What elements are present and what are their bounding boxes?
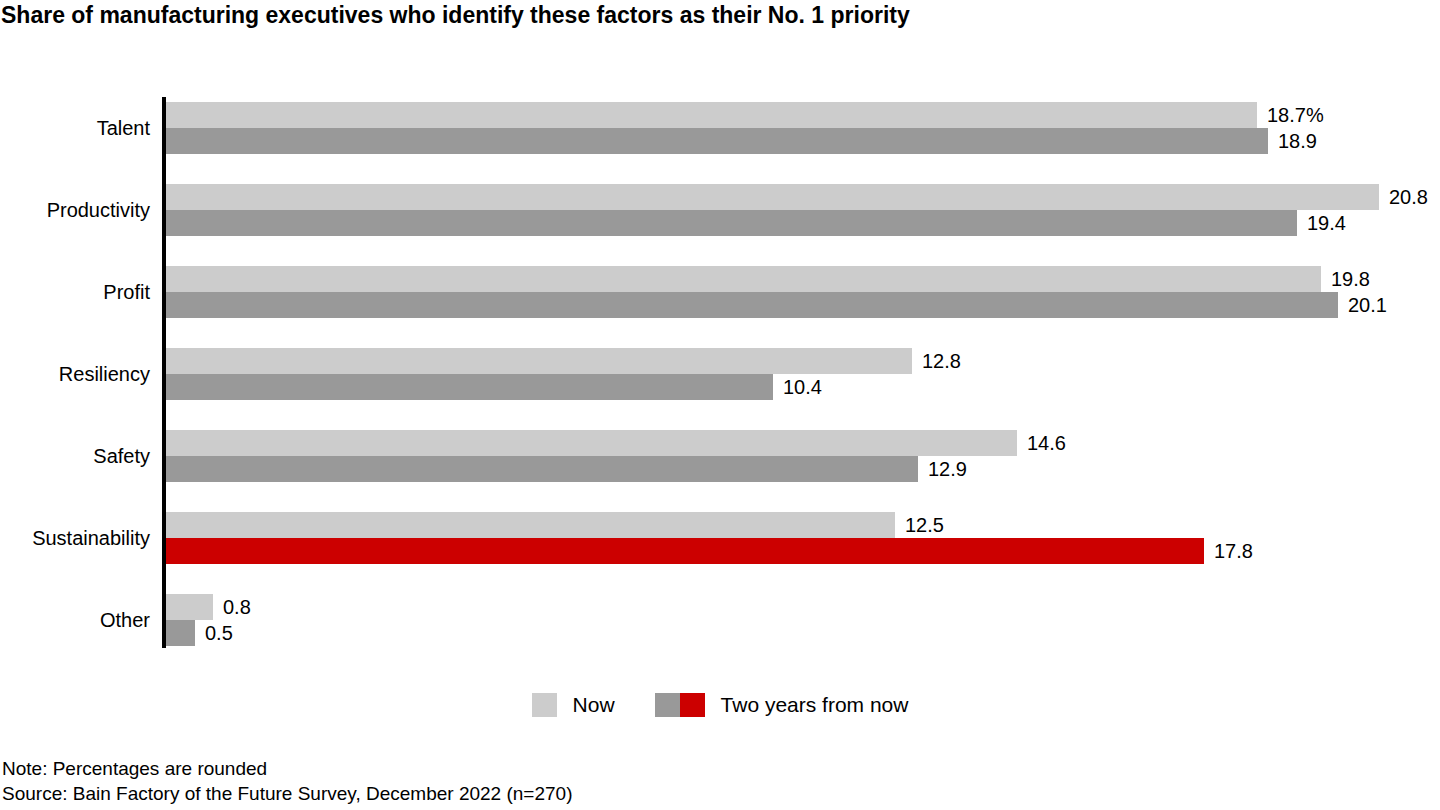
bar-two-years-from-now-talent: 18.9 <box>166 128 1268 154</box>
legend-color-chip <box>532 693 557 717</box>
category-label-resiliency: Resiliency <box>0 348 150 400</box>
value-label: 14.6 <box>1027 430 1066 456</box>
bar-two-years-from-now-resiliency: 10.4 <box>166 374 773 400</box>
legend-swatch <box>655 693 705 717</box>
value-label: 18.7% <box>1267 102 1324 128</box>
bar-two-years-from-now-productivity: 19.4 <box>166 210 1297 236</box>
category-label-profit: Profit <box>0 266 150 318</box>
value-label: 10.4 <box>783 374 822 400</box>
bar-now-sustainability: 12.5 <box>166 512 895 538</box>
bar-now-profit: 19.8 <box>166 266 1321 292</box>
value-label: 0.8 <box>223 594 251 620</box>
bar-now-safety: 14.6 <box>166 430 1017 456</box>
category-label-other: Other <box>0 594 150 646</box>
legend-color-chip <box>655 693 680 717</box>
legend-color-chip <box>680 693 705 717</box>
value-label: 19.8 <box>1331 266 1370 292</box>
bar-now-resiliency: 12.8 <box>166 348 912 374</box>
footnotes: Note: Percentages are rounded Source: Ba… <box>2 756 572 806</box>
value-label: 12.8 <box>922 348 961 374</box>
bar-now-other: 0.8 <box>166 594 213 620</box>
legend-swatch <box>532 693 557 717</box>
bar-two-years-from-now-profit: 20.1 <box>166 292 1338 318</box>
plot-area: Talent Productivity Profit Resiliency Safety… <box>0 0 1440 660</box>
category-label-sustainability: Sustainability <box>0 512 150 564</box>
bar-two-years-from-now-sustainability: 17.8 <box>166 538 1204 564</box>
value-label: 17.8 <box>1214 538 1253 564</box>
value-label: 20.8 <box>1389 184 1428 210</box>
legend-label: Two years from now <box>721 693 909 717</box>
source-line: Source: Bain Factory of the Future Surve… <box>2 781 572 806</box>
bar-two-years-from-now-other: 0.5 <box>166 620 195 646</box>
value-label: 20.1 <box>1348 292 1387 318</box>
value-label: 0.5 <box>205 620 233 646</box>
bar-now-talent: 18.7% <box>166 102 1257 128</box>
bar-two-years-from-now-safety: 12.9 <box>166 456 918 482</box>
legend-label: Now <box>573 693 615 717</box>
chart-page: Share of manufacturing executives who id… <box>0 0 1440 810</box>
bar-now-productivity: 20.8 <box>166 184 1379 210</box>
value-label: 12.5 <box>905 512 944 538</box>
value-label: 18.9 <box>1278 128 1317 154</box>
category-label-safety: Safety <box>0 430 150 482</box>
legend-item-two-years-from-now: Two years from now <box>655 693 909 717</box>
legend: Now Two years from now <box>0 693 1440 717</box>
value-label: 12.9 <box>928 456 967 482</box>
category-label-talent: Talent <box>0 102 150 154</box>
value-label: 19.4 <box>1307 210 1346 236</box>
category-label-productivity: Productivity <box>0 184 150 236</box>
note-line: Note: Percentages are rounded <box>2 756 572 781</box>
legend-item-now: Now <box>532 693 615 717</box>
